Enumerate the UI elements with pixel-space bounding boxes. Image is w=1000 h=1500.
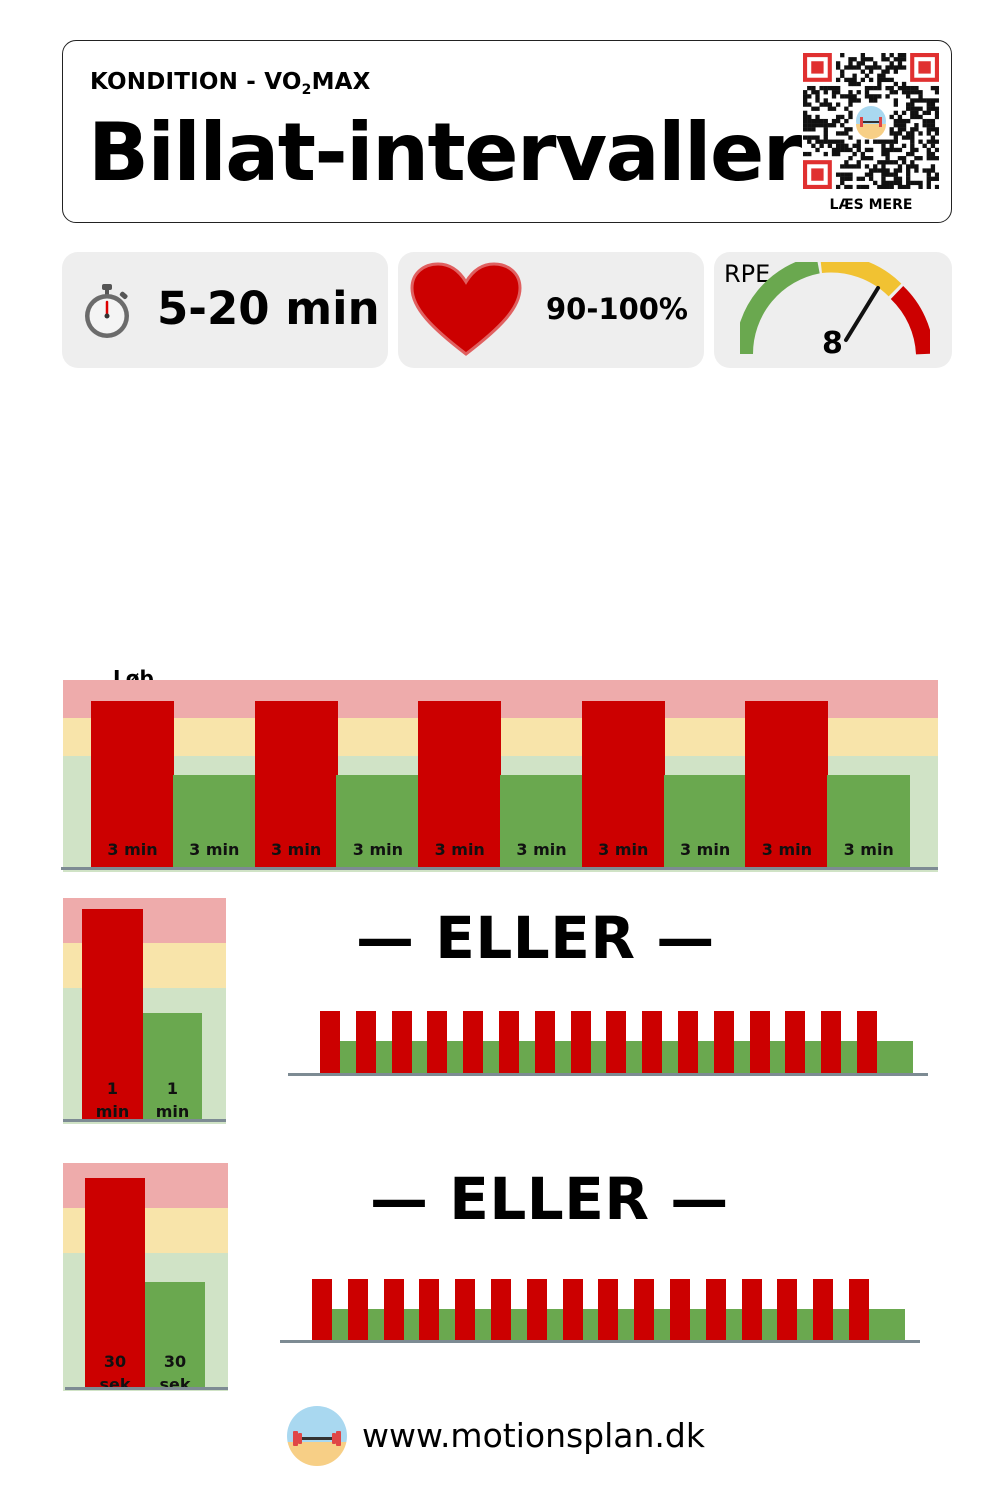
- work-bar: [312, 1279, 332, 1340]
- heart-icon: [410, 262, 522, 356]
- work-bar: [534, 1011, 555, 1073]
- work-bar: [821, 1011, 842, 1073]
- duration-card: 5-20 min: [62, 252, 388, 368]
- repetition-chart-1: [288, 1005, 928, 1079]
- bar-label: min: [155, 1102, 190, 1121]
- work-bar: [391, 1011, 412, 1073]
- work-bar: 3 min: [418, 701, 502, 867]
- work-bar: [606, 1011, 627, 1073]
- work-bar: [813, 1279, 834, 1340]
- read-more-link[interactable]: LÆS MERE: [829, 197, 913, 213]
- rpe-label: RPE: [724, 260, 771, 288]
- bar-label: sek: [159, 1375, 191, 1394]
- work-bar: [383, 1279, 404, 1340]
- work-bar: 30 sek: [85, 1178, 145, 1394]
- bar-label: 1: [106, 1079, 119, 1098]
- work-bar: [455, 1279, 476, 1340]
- work-bar: [419, 1279, 440, 1340]
- work-bar: [849, 1279, 869, 1340]
- rpe-value: 8: [822, 326, 843, 361]
- work-bar: [777, 1279, 798, 1340]
- bar-label: 3 min: [270, 840, 322, 859]
- work-bar: [347, 1279, 368, 1340]
- work-bar: 3 min: [91, 701, 174, 867]
- work-bar: [642, 1011, 663, 1073]
- work-bar: [705, 1279, 726, 1340]
- rest-bar: 3 min: [172, 775, 256, 867]
- bar-label: 3 min: [189, 840, 240, 859]
- website-link[interactable]: www.motionsplan.dk: [362, 1416, 705, 1455]
- or-separator: — ELLER —: [370, 1165, 729, 1233]
- bar-label: 3 min: [516, 840, 567, 859]
- category-label: KONDITION - VO2MAX: [90, 69, 371, 98]
- work-bar: [491, 1279, 511, 1340]
- work-bar: [526, 1279, 547, 1340]
- bar-label: sek: [99, 1375, 131, 1394]
- rpe-gauge: [740, 262, 930, 355]
- motionsplan-logo: [287, 1406, 347, 1466]
- heart-rate-card: 90-100%: [398, 252, 704, 368]
- work-bar: 3 min: [254, 701, 338, 867]
- bar-label: 30: [163, 1352, 187, 1371]
- bar-label: 1: [166, 1079, 179, 1098]
- bar-label: 30: [103, 1352, 127, 1371]
- work-bar: [785, 1011, 806, 1073]
- work-bar: [749, 1011, 770, 1073]
- rest-bar: 3 min: [500, 775, 583, 867]
- alt-interval-chart-2: 30 sek 30 sek: [63, 1163, 228, 1394]
- stopwatch-icon: [85, 284, 129, 338]
- bar-label: 3 min: [843, 840, 894, 859]
- work-bar: [427, 1011, 448, 1073]
- page-title: Billat-intervaller: [88, 106, 802, 199]
- interval-chart: 3 min 3 min 3 min 3 min 3 min 3 min 3 min 3 min…: [61, 680, 938, 872]
- or-separator: — ELLER —: [356, 904, 715, 972]
- rest-bar: 3 min: [663, 775, 747, 867]
- bar-label: 3 min: [107, 840, 158, 859]
- work-bar: [634, 1279, 655, 1340]
- work-bar: [562, 1279, 583, 1340]
- work-bar: 1 min: [82, 909, 143, 1121]
- work-bar: [570, 1011, 591, 1073]
- qr-code[interactable]: [803, 53, 939, 189]
- bar-label: min: [95, 1102, 130, 1121]
- bar-label: 3 min: [679, 840, 731, 859]
- work-bar: [857, 1011, 877, 1073]
- rpe-card: RPE 8: [714, 252, 952, 368]
- rest-bar: 30 sek: [145, 1282, 205, 1394]
- bar-label: 3 min: [598, 840, 649, 859]
- work-bar: [320, 1011, 340, 1073]
- rest-bar: 1 min: [143, 1013, 202, 1121]
- header-card: KONDITION - VO2MAX Billat-intervaller LÆ…: [62, 40, 952, 223]
- duration-value: 5-20 min: [157, 282, 380, 335]
- alt-interval-chart-1: 1 min 1 min: [63, 898, 226, 1124]
- heart-rate-value: 90-100%: [546, 292, 688, 326]
- work-bar: [598, 1279, 619, 1340]
- bar-label: 3 min: [352, 840, 404, 859]
- work-bar: [499, 1011, 519, 1073]
- work-bar: 3 min: [745, 701, 829, 867]
- work-bar: 3 min: [581, 701, 665, 867]
- work-bar: [713, 1011, 734, 1073]
- rest-bar: 3 min: [827, 775, 911, 867]
- work-bar: [355, 1011, 376, 1073]
- rest-bar: 3 min: [336, 775, 420, 867]
- repetition-chart-2: [280, 1274, 920, 1346]
- work-bar: [678, 1011, 698, 1073]
- bar-label: 3 min: [761, 840, 813, 859]
- work-bar: [670, 1279, 690, 1340]
- bar-label: 3 min: [434, 840, 485, 859]
- work-bar: [741, 1279, 762, 1340]
- work-bar: [463, 1011, 484, 1073]
